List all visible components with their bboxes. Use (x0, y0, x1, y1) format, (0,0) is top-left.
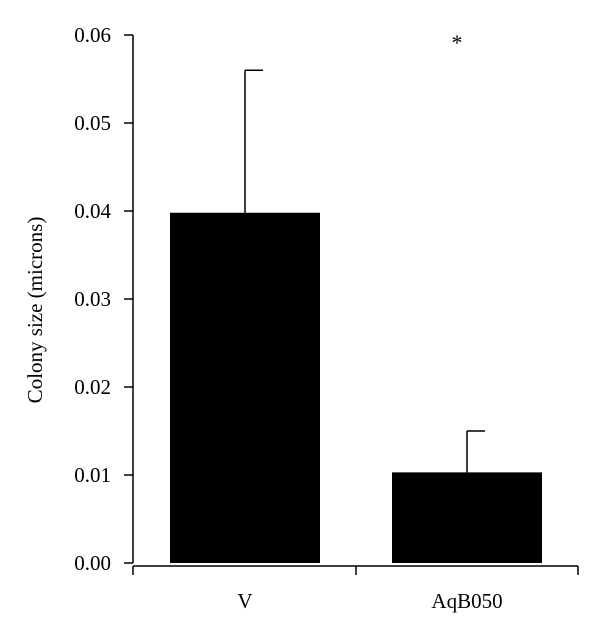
annotations: * (452, 30, 463, 55)
y-tick-label: 0.03 (74, 287, 111, 311)
y-tick-label: 0.01 (74, 463, 111, 487)
y-tick-label: 0.00 (74, 551, 111, 575)
y-tick-label: 0.04 (74, 199, 111, 223)
y-tick-label: 0.05 (74, 111, 111, 135)
y-tick-label: 0.02 (74, 375, 111, 399)
x-tick-label: AqB050 (431, 589, 502, 613)
y-tick-label: 0.06 (74, 23, 111, 47)
x-tick-label: V (237, 589, 252, 613)
error-bars (244, 69, 485, 473)
y-axis: 0.00 0.01 0.02 0.03 0.04 0.05 0.06 (74, 23, 134, 575)
bars (170, 212, 542, 563)
bar-aqb050 (392, 472, 542, 563)
y-axis-title: Colony size (microns) (23, 217, 47, 404)
x-axis: V AqB050 (132, 565, 579, 613)
bar-v (170, 212, 320, 563)
significance-marker: * (452, 30, 463, 55)
